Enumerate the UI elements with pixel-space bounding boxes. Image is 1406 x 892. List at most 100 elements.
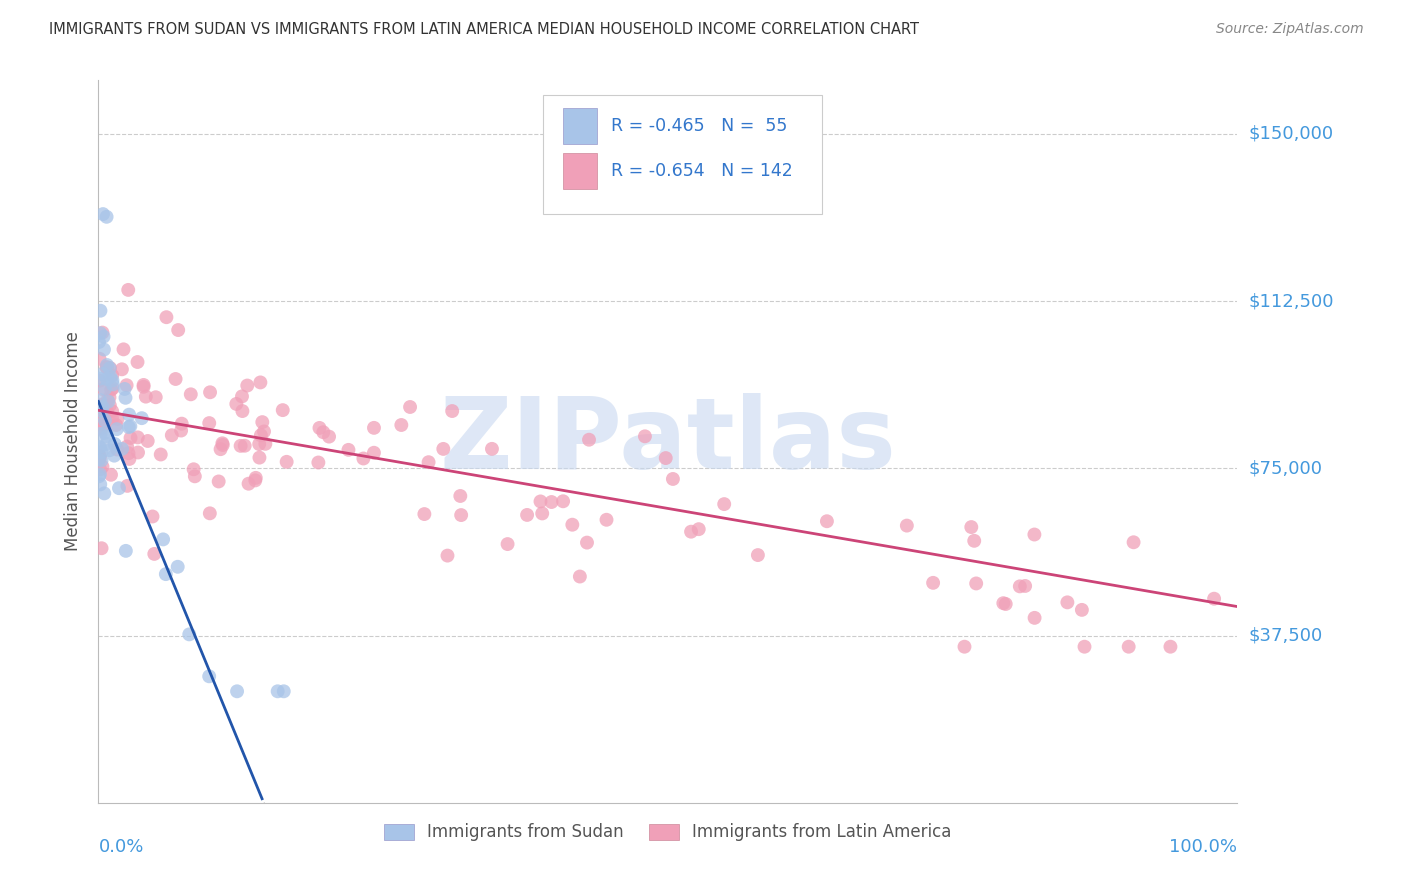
Point [450, 508, 472, 522]
Point [117, 446, 139, 460]
Point [101, 404, 124, 418]
Point [413, 507, 436, 521]
Point [105, 422, 128, 436]
Point [115, 378, 138, 392]
Point [120, 419, 142, 434]
Text: IMMIGRANTS FROM SUDAN VS IMMIGRANTS FROM LATIN AMERICA MEDIAN HOUSEHOLD INCOME C: IMMIGRANTS FROM SUDAN VS IMMIGRANTS FROM… [49, 22, 920, 37]
Point [1024, 611, 1046, 625]
Point [249, 376, 271, 390]
Point [307, 455, 329, 469]
Point [245, 471, 267, 485]
Point [89, 451, 111, 466]
Point [98, 391, 121, 405]
Point [681, 524, 703, 539]
Point [87, 452, 110, 467]
Point [93, 343, 115, 357]
Text: 0.0%: 0.0% [98, 838, 143, 855]
Point [97, 394, 120, 409]
Point [90, 541, 112, 556]
Point [91, 326, 114, 340]
Text: R = -0.654   N = 142: R = -0.654 N = 142 [612, 161, 793, 179]
Point [441, 404, 464, 418]
Point [91, 382, 114, 396]
Point [922, 575, 945, 590]
Point [184, 469, 207, 483]
Point [87, 469, 110, 483]
Point [90, 422, 112, 436]
Point [118, 420, 141, 434]
Point [135, 390, 157, 404]
Point [118, 408, 141, 422]
Point [167, 323, 190, 337]
Point [266, 684, 288, 698]
Point [96, 372, 118, 386]
Point [132, 380, 155, 394]
Point [231, 404, 253, 418]
Point [111, 362, 134, 376]
Point [94, 382, 117, 396]
Point [253, 425, 276, 439]
Point [98, 361, 121, 376]
Point [131, 411, 153, 425]
Point [114, 382, 136, 396]
Point [662, 472, 685, 486]
Point [93, 418, 115, 433]
Point [399, 400, 422, 414]
Point [89, 462, 111, 476]
Point [529, 494, 551, 508]
Point [688, 522, 710, 536]
Point [481, 442, 503, 456]
Point [152, 533, 174, 547]
Point [101, 381, 124, 395]
Point [91, 400, 114, 414]
Point [91, 367, 114, 381]
Text: ZIPatlas: ZIPatlas [440, 393, 896, 490]
Point [318, 429, 340, 443]
Point [105, 418, 128, 433]
Point [89, 303, 111, 318]
Point [143, 547, 166, 561]
Point [575, 535, 598, 549]
Point [1014, 579, 1036, 593]
Point [226, 684, 249, 698]
Point [960, 520, 983, 534]
Point [183, 462, 205, 476]
Point [112, 343, 135, 357]
Point [1008, 579, 1031, 593]
Bar [562, 108, 598, 144]
Point [247, 437, 270, 451]
Point [231, 389, 253, 403]
Point [634, 429, 657, 443]
Text: R = -0.465   N =  55: R = -0.465 N = 55 [612, 117, 787, 135]
Point [89, 326, 111, 341]
Text: $75,000: $75,000 [1249, 459, 1323, 477]
Point [101, 368, 124, 383]
Point [389, 417, 412, 432]
Point [363, 421, 385, 435]
Point [89, 374, 111, 388]
Point [1204, 591, 1226, 606]
Point [198, 385, 221, 400]
Point [96, 360, 118, 375]
Point [568, 569, 591, 583]
Point [815, 514, 838, 528]
Point [93, 410, 115, 425]
Point [179, 627, 201, 641]
Point [170, 417, 193, 431]
Point [93, 486, 115, 500]
Point [252, 415, 274, 429]
Point [98, 443, 121, 458]
Point [165, 372, 187, 386]
Point [91, 207, 114, 221]
Text: 100.0%: 100.0% [1170, 838, 1237, 855]
Point [90, 426, 112, 441]
Point [127, 355, 149, 369]
Point [114, 391, 136, 405]
Point [1118, 640, 1140, 654]
Point [96, 358, 118, 372]
Point [449, 489, 471, 503]
Point [104, 437, 127, 451]
Point [107, 412, 129, 426]
Point [432, 442, 454, 456]
Point [540, 495, 562, 509]
